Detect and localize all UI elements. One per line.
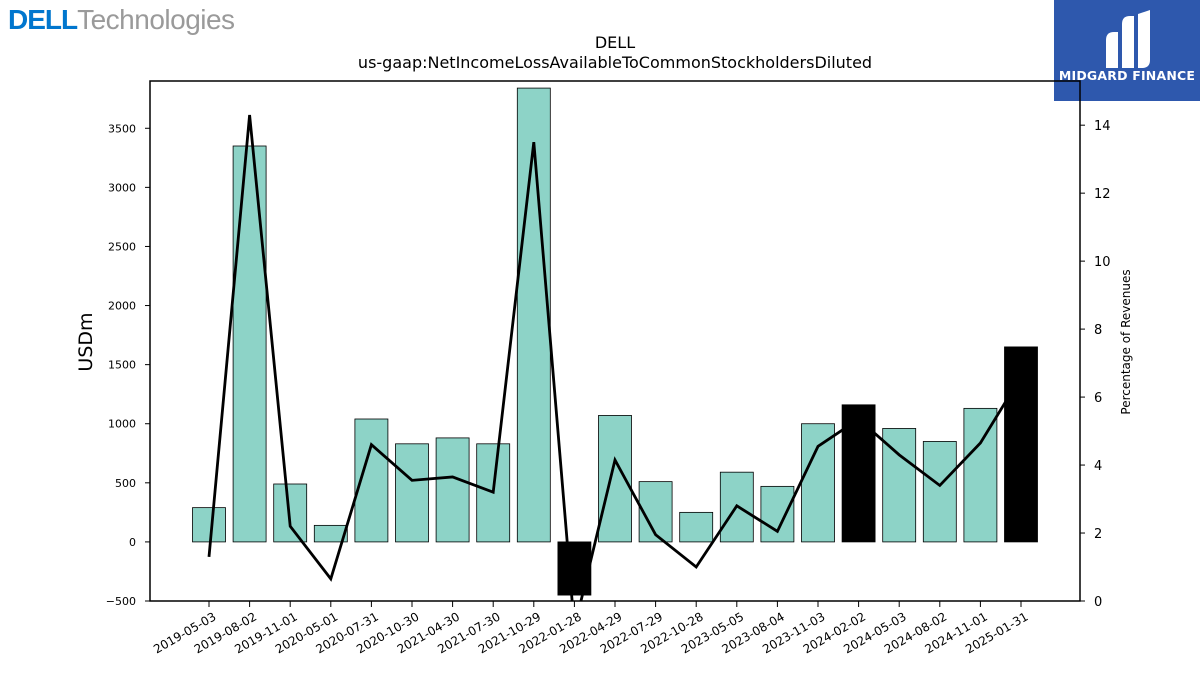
line-group bbox=[207, 114, 1023, 601]
left-axis: −500 0 500 1000 1500 2000 2500 3000 3500 bbox=[106, 122, 150, 608]
y-tick-label: 1500 bbox=[108, 359, 136, 372]
bar-2020-05-01 bbox=[313, 524, 348, 543]
midgard-logo-icon bbox=[1106, 10, 1150, 68]
y2-tick-label: 6 bbox=[1094, 391, 1102, 406]
y2-tick-label: 4 bbox=[1094, 459, 1102, 474]
bar-2022-01-28 bbox=[557, 541, 592, 596]
y2-axis-label: Percentage of Revenues bbox=[1119, 269, 1133, 414]
y2-tick-label: 0 bbox=[1094, 595, 1102, 610]
badge-label: MIDGARD FINANCE bbox=[1058, 68, 1196, 83]
y-tick-label: 2000 bbox=[108, 300, 136, 313]
y-tick-label: 3500 bbox=[108, 122, 136, 135]
y2-tick-label: 10 bbox=[1094, 255, 1111, 270]
y-tick-label: −500 bbox=[106, 595, 136, 608]
bar-2023-08-04 bbox=[760, 485, 795, 543]
bar-2022-10-28 bbox=[679, 511, 714, 543]
y-tick-label: 2500 bbox=[108, 240, 136, 253]
revenue-percentage-line bbox=[207, 114, 1023, 601]
chart-subtitle: us-gaap:NetIncomeLossAvailableToCommonSt… bbox=[358, 53, 872, 72]
chart-title: DELL bbox=[595, 33, 635, 52]
bar-2024-08-02 bbox=[922, 441, 957, 543]
y2-tick-label: 12 bbox=[1094, 187, 1111, 202]
y-tick-label: 0 bbox=[129, 536, 136, 549]
right-axis: 0 2 4 6 8 10 12 14 bbox=[1080, 119, 1111, 610]
logo-technologies-text: Technologies bbox=[77, 4, 235, 35]
bars-group bbox=[192, 87, 1038, 596]
dell-technologies-logo: DELL Technologies bbox=[8, 4, 235, 36]
y-tick-label: 500 bbox=[115, 477, 136, 490]
bar-2020-10-30 bbox=[395, 443, 429, 543]
bar-2023-11-03 bbox=[801, 423, 835, 543]
bar-2025-01-31 bbox=[1004, 346, 1038, 543]
bar-2021-10-29 bbox=[516, 87, 551, 543]
logo-dell-text: DELL bbox=[8, 4, 78, 35]
bar-2021-04-30 bbox=[435, 437, 470, 543]
y-tick-label: 3000 bbox=[108, 181, 136, 194]
bar-2024-05-03 bbox=[882, 428, 917, 543]
y2-tick-label: 14 bbox=[1094, 119, 1111, 134]
bar-2024-11-01 bbox=[963, 407, 998, 543]
midgard-finance-badge: MIDGARD FINANCE bbox=[1054, 0, 1200, 101]
bar-2019-05-03 bbox=[192, 507, 226, 543]
y2-tick-label: 8 bbox=[1094, 323, 1102, 338]
y2-tick-label: 2 bbox=[1094, 527, 1102, 542]
y-axis-label: USDm bbox=[75, 312, 97, 371]
y-tick-label: 1000 bbox=[108, 418, 136, 431]
x-axis: 2019-05-032019-08-022019-11-012020-05-01… bbox=[151, 601, 1031, 656]
bar-2019-08-02 bbox=[232, 145, 267, 543]
